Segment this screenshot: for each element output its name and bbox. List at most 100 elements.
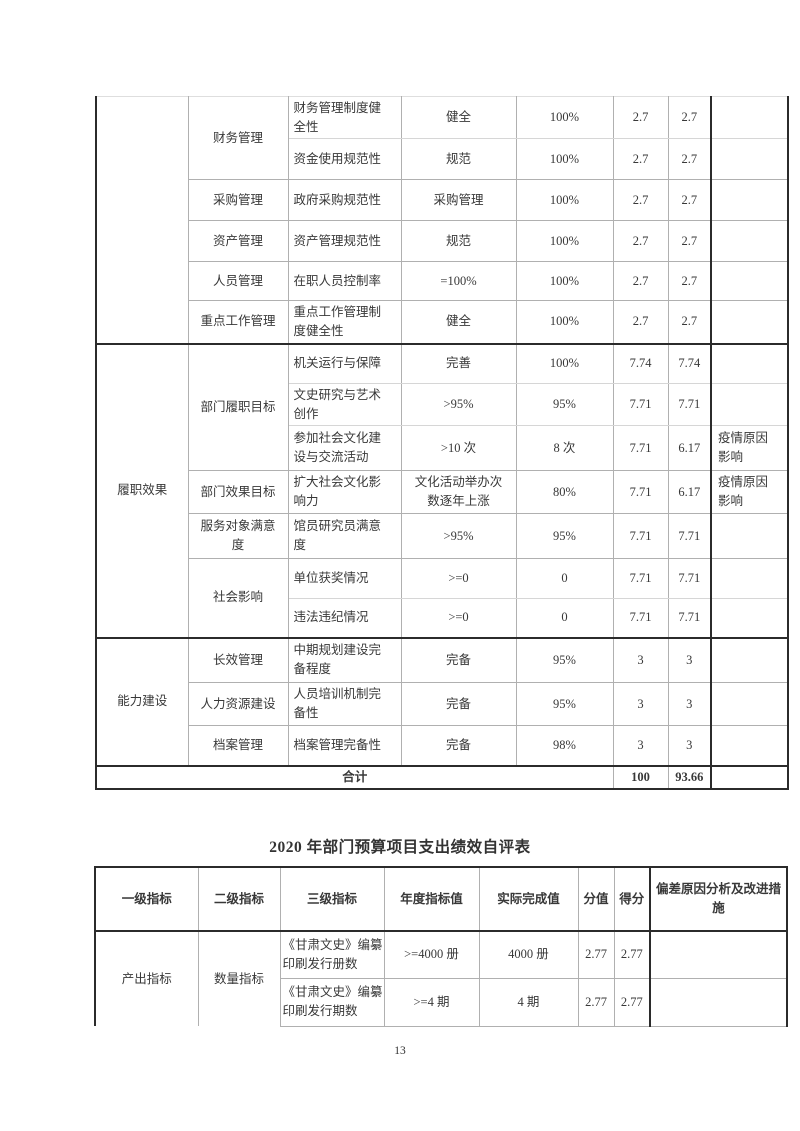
cell-score: 2.77 xyxy=(613,930,651,979)
cell-actual: 100% xyxy=(515,300,614,344)
cell-total-label: 合计 xyxy=(95,764,614,789)
table-row: 资金使用规范性 规范 100% 2.7 2.7 xyxy=(96,138,789,180)
cell-score: 7.74 xyxy=(667,342,712,384)
cell-level1-blank xyxy=(95,96,189,344)
cell-annual-target: 健全 xyxy=(400,96,517,139)
cell-annual-target: 完善 xyxy=(400,342,517,384)
cell-annual-target: >=4000 册 xyxy=(383,930,480,979)
cell-level3: 馆员研究员满意度 xyxy=(287,513,402,559)
cell-deviation-note xyxy=(710,636,789,683)
cell-deviation-note xyxy=(710,179,789,221)
cell-actual: 98% xyxy=(515,725,614,766)
cell-level3: 重点工作管理制度健全性 xyxy=(287,300,402,344)
header-annual-target: 年度指标值 xyxy=(383,866,480,932)
cell-level2: 财务管理 xyxy=(187,96,289,180)
cell-level3: 资产管理规范性 xyxy=(287,220,402,262)
cell-annual-target: >95% xyxy=(400,383,517,426)
cell-annual-target: 完备 xyxy=(400,682,517,726)
table-row: 采购管理 政府采购规范性 采购管理 100% 2.7 2.7 xyxy=(96,179,789,221)
cell-level3: 中期规划建设完备程度 xyxy=(287,636,402,683)
cell-annual-target: 完备 xyxy=(400,725,517,766)
self-evaluation-table: 一级指标 二级指标 三级指标 年度指标值 实际完成值 分值 得分 偏差原因分析及… xyxy=(94,866,788,1027)
cell-deviation-note: 疫情原因影响 xyxy=(710,425,789,471)
table-row: 履职效果 部门履职目标 机关运行与保障 完善 100% 7.74 7.74 xyxy=(95,342,789,638)
cell-deviation-note xyxy=(710,342,789,384)
cell-actual: 95% xyxy=(515,383,614,426)
cell-actual: 4 期 xyxy=(478,977,579,1027)
cell-level2: 人员管理 xyxy=(187,261,289,301)
cell-level3: 参加社会文化建设与交流活动 xyxy=(287,425,402,471)
cell-level3: 档案管理完备性 xyxy=(287,725,402,766)
cell-annual-target: 健全 xyxy=(400,300,517,344)
cell-score: 3 xyxy=(667,725,712,766)
cell-annual-target: >10 次 xyxy=(400,425,517,471)
table-row: 人员管理 在职人员控制率 =100% 100% 2.7 2.7 xyxy=(96,261,789,301)
cell-points: 2.7 xyxy=(612,261,669,301)
cell-points: 7.71 xyxy=(612,470,669,514)
cell-deviation-note xyxy=(710,220,789,262)
cell-points: 3 xyxy=(612,725,669,766)
table-row: 能力建设 长效管理 中期规划建设完备程度 完备 95% 3 3 xyxy=(95,636,789,766)
cell-actual: 100% xyxy=(515,342,614,384)
cell-points: 7.74 xyxy=(612,342,669,384)
cell-level3: 违法违纪情况 xyxy=(287,598,402,638)
cell-level3: 政府采购规范性 xyxy=(287,179,402,221)
header-row: 一级指标 二级指标 三级指标 年度指标值 实际完成值 分值 得分 偏差原因分析及… xyxy=(94,866,788,932)
cell-points: 2.7 xyxy=(612,96,669,139)
table-row: 财务管理 财务管理制度健全性 健全 100% 2.7 2.7 xyxy=(95,96,789,344)
cell-level2: 档案管理 xyxy=(187,725,289,766)
table-row: 参加社会文化建设与交流活动 >10 次 8 次 7.71 6.17 疫情原因影响 xyxy=(96,425,789,471)
cell-actual: 100% xyxy=(515,261,614,301)
cell-actual: 100% xyxy=(515,220,614,262)
cell-actual: 95% xyxy=(515,513,614,559)
cell-deviation-note xyxy=(710,513,789,559)
cell-annual-target: 规范 xyxy=(400,220,517,262)
cell-annual-target: 规范 xyxy=(400,138,517,180)
cell-level3: 在职人员控制率 xyxy=(287,261,402,301)
performance-table-continued: 财务管理 财务管理制度健全性 健全 100% 2.7 2.7 资金使用规范性 规… xyxy=(95,96,789,790)
cell-deviation-note xyxy=(710,300,789,344)
page-number: 13 xyxy=(394,1045,406,1057)
cell-points: 2.7 xyxy=(612,179,669,221)
cell-score: 3 xyxy=(667,682,712,726)
cell-points: 3 xyxy=(612,636,669,683)
cell-deviation-note xyxy=(710,383,789,426)
header-score: 得分 xyxy=(613,866,651,932)
cell-deviation-note xyxy=(649,977,788,1027)
cell-deviation-note xyxy=(710,725,789,766)
cell-annual-target: 完备 xyxy=(400,636,517,683)
cell-level3: 《甘肃文史》编纂印刷发行期数 xyxy=(279,977,385,1027)
cell-deviation-note xyxy=(710,96,789,139)
cell-deviation-note xyxy=(710,558,789,599)
cell-score: 2.7 xyxy=(667,96,712,139)
table-row: 产出指标 数量指标 《甘肃文史》编纂印刷发行册数 >=4000 册 4000 册… xyxy=(94,930,788,1026)
cell-points: 7.71 xyxy=(612,513,669,559)
cell-annual-target: 采购管理 xyxy=(400,179,517,221)
cell-annual-target: >=0 xyxy=(400,598,517,638)
cell-level1: 履职效果 xyxy=(95,342,189,638)
cell-actual: 80% xyxy=(515,470,614,514)
cell-level3: 文史研究与艺术创作 xyxy=(287,383,402,426)
cell-score: 2.7 xyxy=(667,261,712,301)
cell-score: 2.77 xyxy=(613,977,651,1027)
cell-deviation-note xyxy=(710,261,789,301)
cell-annual-target: =100% xyxy=(400,261,517,301)
header-level1: 一级指标 xyxy=(94,866,199,932)
cell-level2: 部门效果目标 xyxy=(187,470,289,514)
table-row: 社会影响 单位获奖情况 >=0 0 7.71 7.71 xyxy=(96,558,789,638)
cell-score: 7.71 xyxy=(667,558,712,599)
cell-deviation-note xyxy=(649,930,788,979)
cell-points: 7.71 xyxy=(612,425,669,471)
header-deviation-note: 偏差原因分析及改进措施 xyxy=(649,866,788,932)
table-row: 文史研究与艺术创作 >95% 95% 7.71 7.71 xyxy=(96,383,789,426)
cell-total-points: 100 xyxy=(612,764,669,789)
table-row: 部门效果目标 扩大社会文化影响力 文化活动举办次数逐年上涨 80% 7.71 6… xyxy=(96,470,789,514)
cell-deviation-note xyxy=(710,138,789,180)
cell-level2: 人力资源建设 xyxy=(187,682,289,726)
cell-level3: 单位获奖情况 xyxy=(287,558,402,599)
cell-level3: 财务管理制度健全性 xyxy=(287,96,402,139)
cell-level2: 社会影响 xyxy=(187,558,289,638)
cell-points: 2.7 xyxy=(612,220,669,262)
cell-level3: 机关运行与保障 xyxy=(287,342,402,384)
cell-actual: 100% xyxy=(515,179,614,221)
